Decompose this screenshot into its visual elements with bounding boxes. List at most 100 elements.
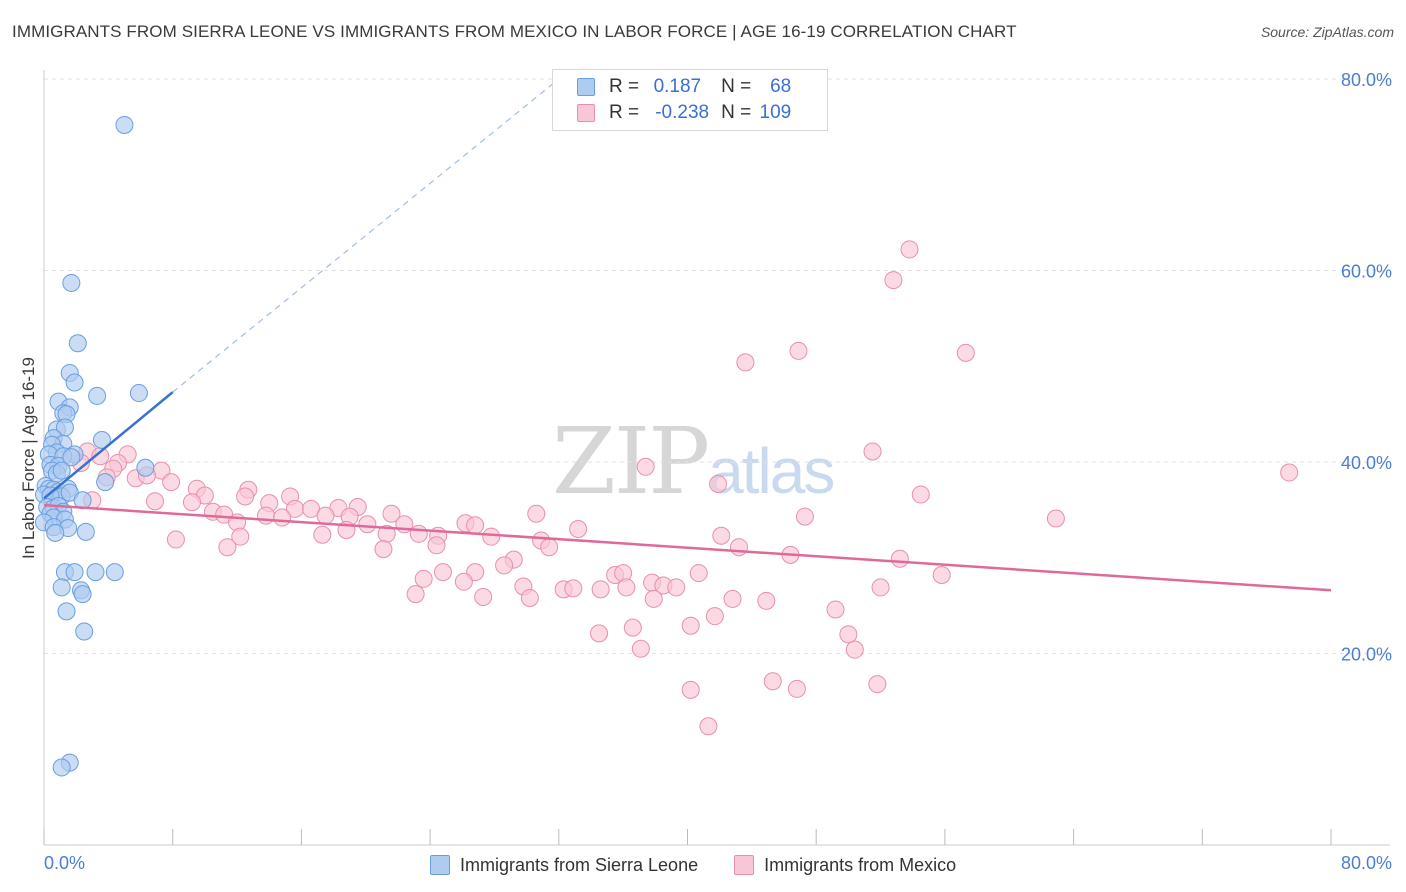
mexico-point [839, 625, 858, 644]
mexico-point [474, 588, 493, 607]
mexico-point [699, 717, 718, 736]
mexico-point [884, 271, 903, 290]
sierra-leone-point [96, 473, 115, 492]
legend-swatch-mexico [734, 855, 755, 875]
series-mexico-points [72, 240, 1299, 736]
mexico-point [358, 515, 377, 534]
sierra-leone-point [52, 758, 71, 777]
mexico-point [273, 508, 292, 527]
sierra-leone-point [76, 522, 95, 541]
mexico-point [890, 549, 909, 568]
mexico-point [409, 524, 428, 543]
sierra-leone-point [52, 578, 71, 597]
mexico-point [433, 563, 452, 582]
sierra-leone-point [115, 115, 134, 134]
legend-item-sierra-leone: Immigrants from Sierra Leone [430, 855, 698, 876]
mexico-point [406, 585, 425, 604]
x-tick-label-min: 0.0% [44, 853, 85, 873]
legend-row-sierra-leone: R = 0.187 N = 68 [577, 75, 791, 99]
y-tick-label: 80.0% [1341, 70, 1392, 90]
mexico-point [911, 485, 930, 504]
legend-r-value: 0.187 [653, 76, 702, 97]
sierra-leone-trend-line [43, 391, 174, 500]
sierra-leone-point [73, 585, 92, 604]
grid-lines [44, 78, 1390, 654]
mexico-point [617, 578, 636, 597]
mexico-point [826, 600, 845, 619]
mexico-point [845, 640, 864, 659]
watermark: ZIPatlas [552, 408, 835, 515]
legend-row-mexico: R = -0.238 N = 109 [577, 101, 791, 125]
legend-label-mexico: Immigrants from Mexico [764, 854, 957, 875]
mexico-point [236, 487, 255, 506]
mexico-point [681, 680, 700, 699]
mexico-point [787, 679, 806, 698]
sierra-leone-point [86, 563, 105, 582]
mexico-point [644, 589, 663, 608]
sierra-leone-point [92, 430, 111, 449]
mexico-point [736, 353, 755, 372]
legend-n-label: N = [721, 76, 752, 97]
mexico-point [705, 607, 724, 626]
mexico-point [789, 341, 808, 360]
mexico-point [900, 240, 919, 259]
mexico-point [520, 588, 539, 607]
mexico-point [863, 442, 882, 461]
mexico-point [427, 536, 446, 555]
mexico-point [795, 507, 814, 526]
mexico-point [689, 564, 708, 583]
x-tick-label-max: 80.0% [1341, 853, 1392, 873]
sierra-leone-point [88, 386, 107, 405]
mexico-point [166, 530, 185, 549]
sierra-leone-point [57, 602, 76, 621]
legend-swatch-sierra-leone [430, 855, 450, 875]
mexico-point [757, 591, 776, 610]
mexico-point [623, 618, 642, 637]
mexico-point [313, 525, 332, 544]
x-axis-ticks [43, 829, 1332, 845]
mexico-point [681, 616, 700, 635]
mexico-point [723, 589, 742, 608]
mexico-point [932, 565, 951, 584]
legend-r-value: -0.238 [655, 102, 710, 123]
mexico-point [382, 504, 401, 523]
mexico-point [183, 493, 202, 512]
legend-n-value: 109 [759, 102, 792, 123]
mexico-point [1046, 509, 1065, 528]
legend-n-label: N = [721, 102, 752, 123]
mexico-point [540, 538, 559, 557]
mexico-point [495, 556, 514, 575]
sierra-leone-point [65, 563, 84, 582]
mexico-point [729, 538, 748, 557]
legend-swatch-mexico [577, 104, 595, 122]
correlation-legend: R = 0.187 N = 68 R = -0.238 N = 109 [552, 69, 828, 131]
mexico-point [591, 580, 610, 599]
mexico-point [316, 506, 335, 525]
mexico-point [956, 343, 975, 362]
mexico-point [466, 516, 485, 535]
sierra-leone-point [129, 384, 148, 403]
sierra-leone-point [62, 448, 81, 467]
watermark-atlas: atlas [708, 435, 835, 507]
y-axis-label: In Labor Force | Age 16-19 [19, 357, 38, 559]
mexico-point [631, 639, 650, 658]
y-tick-label: 40.0% [1341, 453, 1392, 473]
sierra-leone-point [75, 622, 94, 641]
chart-title: IMMIGRANTS FROM SIERRA LEONE VS IMMIGRAN… [12, 22, 1017, 41]
mexico-point [1280, 463, 1299, 482]
sierra-leone-point [105, 563, 124, 582]
mexico-point [569, 520, 588, 539]
mexico-point [374, 540, 393, 559]
mexico-point [218, 538, 237, 557]
trend-lines [43, 78, 1332, 592]
source-credit: Source: ZipAtlas.com [1260, 24, 1394, 40]
legend-r-label: R = [609, 102, 640, 123]
mexico-point [590, 624, 609, 643]
mexico-point [709, 475, 728, 494]
y-tick-label: 20.0% [1341, 645, 1392, 665]
legend-n-value: 68 [770, 76, 792, 97]
mexico-point [454, 572, 473, 591]
mexico-point [482, 527, 501, 546]
series-sierra-leone-points [35, 115, 155, 777]
